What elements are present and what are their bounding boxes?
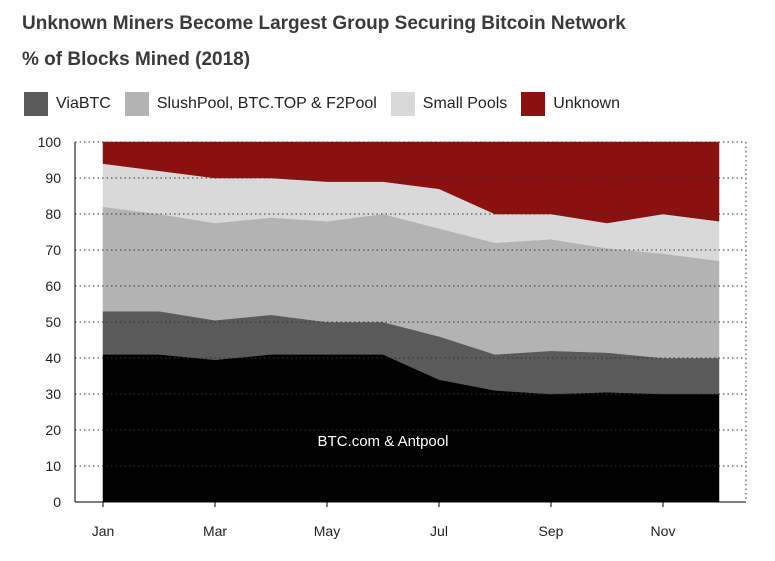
chart-subtitle: % of Blocks Mined (2018) — [22, 49, 251, 70]
y-tick-label: 40 — [45, 350, 61, 366]
y-tick-label: 0 — [53, 494, 61, 510]
legend-swatch-slushpool-btctop-f2pool — [124, 92, 149, 116]
legend-label-viabtc: ViaBTC — [56, 95, 111, 112]
y-tick-label: 90 — [45, 170, 61, 186]
legend-label-slushpool-btctop-f2pool: SlushPool, BTC.TOP & F2Pool — [156, 95, 377, 112]
legend-swatch-unknown — [521, 92, 546, 116]
y-tick-label: 50 — [45, 314, 61, 330]
legend-item-unknown: Unknown — [521, 92, 620, 116]
x-tick-label: Jan — [92, 523, 115, 539]
x-tick-label: May — [314, 523, 340, 539]
x-tick-label: Sep — [539, 523, 564, 539]
legend-swatch-small-pools — [390, 92, 415, 116]
x-tick-label: Jul — [430, 523, 448, 539]
legend-label-unknown: Unknown — [553, 95, 620, 112]
x-tick-label: Nov — [651, 523, 676, 539]
legend-label-small-pools: Small Pools — [422, 95, 508, 112]
legend: ViaBTC SlushPool, BTC.TOP & F2Pool Small… — [24, 92, 634, 116]
legend-item-small-pools: Small Pools — [390, 92, 508, 116]
y-tick-label: 70 — [45, 242, 61, 258]
y-tick-label: 80 — [45, 206, 61, 222]
y-tick-label: 100 — [38, 134, 62, 150]
y-tick-label: 10 — [45, 458, 61, 474]
y-tick-label: 30 — [45, 386, 61, 402]
legend-swatch-viabtc — [24, 92, 48, 116]
legend-item-slushpool-btctop-f2pool: SlushPool, BTC.TOP & F2Pool — [124, 92, 377, 116]
y-tick-label: 60 — [45, 278, 61, 294]
chart-title: Unknown Miners Become Largest Group Secu… — [22, 13, 626, 34]
legend-item-viabtc: ViaBTC — [24, 92, 111, 116]
y-tick-label: 20 — [45, 422, 61, 438]
x-tick-label: Mar — [203, 523, 227, 539]
annotation-btccom-antpool: BTC.com & Antpool — [318, 433, 449, 450]
